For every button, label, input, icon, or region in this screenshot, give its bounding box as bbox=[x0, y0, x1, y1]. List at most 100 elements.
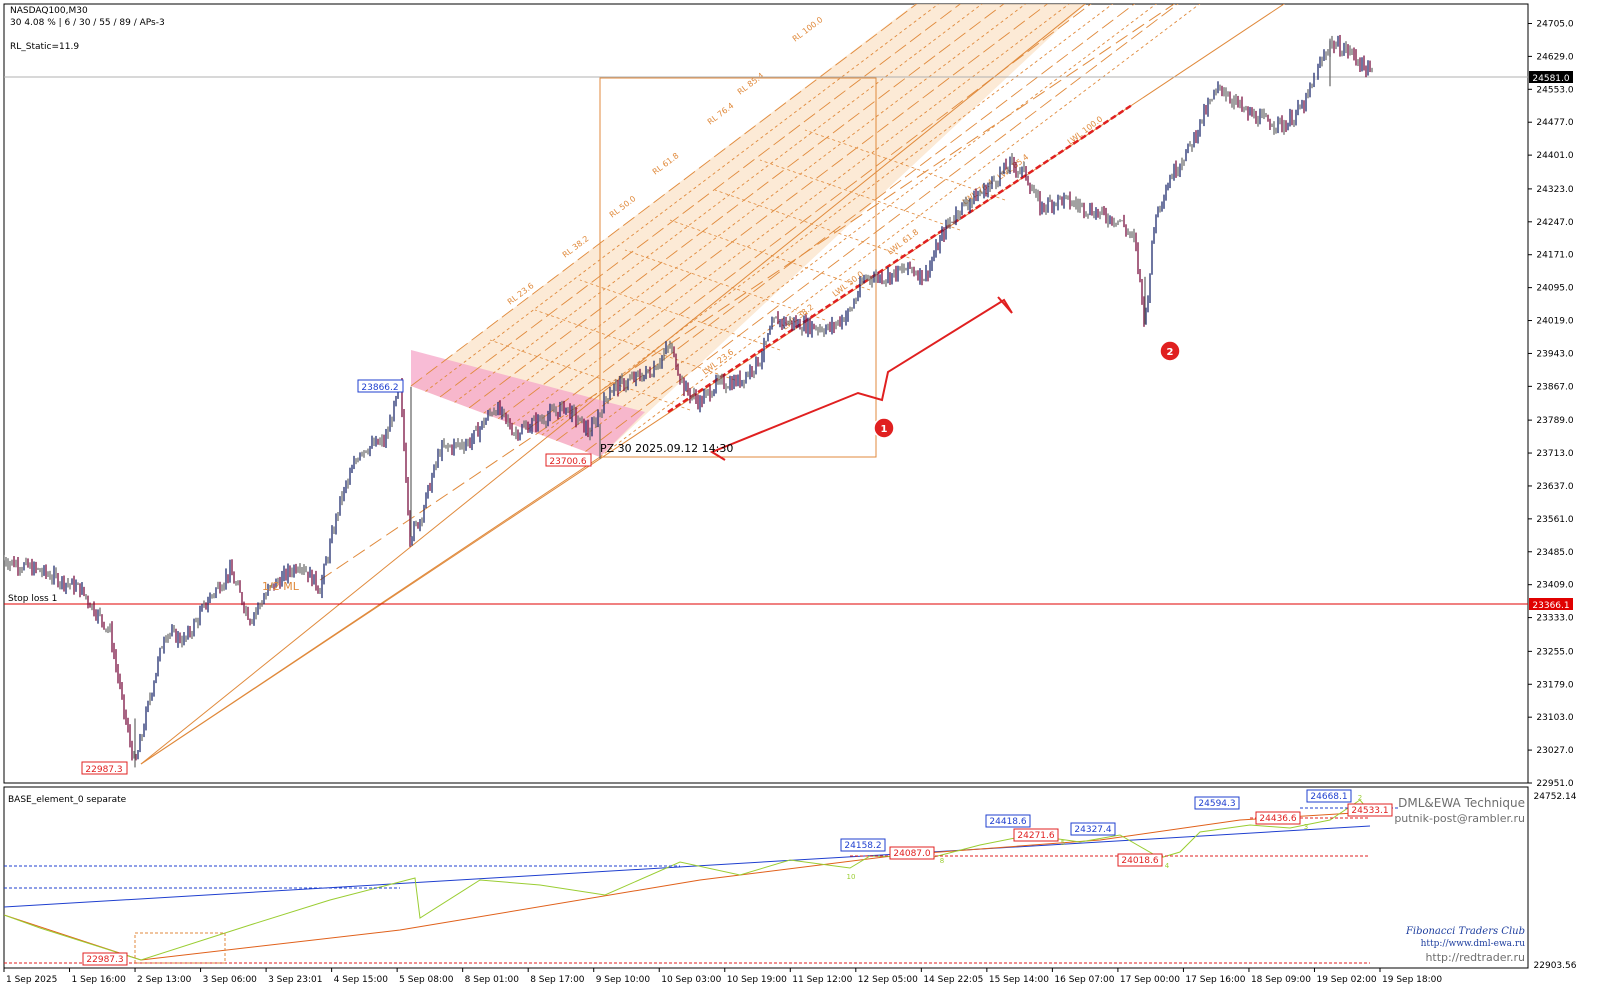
fan-cross-line bbox=[579, 279, 781, 351]
indicator-label: RL_Static=11.9 bbox=[10, 42, 79, 52]
fan-line bbox=[497, 4, 1048, 420]
svg-text:24594.3: 24594.3 bbox=[1198, 799, 1235, 809]
y-tick-label: 24171.0 bbox=[1536, 251, 1573, 261]
svg-text:24271.6: 24271.6 bbox=[1017, 831, 1054, 841]
y-tick-label: 23561.0 bbox=[1536, 515, 1573, 525]
svg-text:24668.1: 24668.1 bbox=[1310, 792, 1347, 802]
sub-mark: 3 bbox=[1304, 823, 1308, 831]
fan-line bbox=[585, 4, 1179, 452]
x-tick-label: 10 Sep 03:00 bbox=[661, 975, 721, 985]
sub-ymin: 22903.56 bbox=[1534, 961, 1577, 971]
x-tick-label: 19 Sep 02:00 bbox=[1316, 975, 1376, 985]
svg-text:24087.0: 24087.0 bbox=[893, 849, 930, 859]
x-tick-label: 17 Sep 00:00 bbox=[1120, 975, 1180, 985]
svg-text:23700.6: 23700.6 bbox=[549, 457, 586, 467]
price-label-22987: 22987.3 bbox=[81, 761, 128, 775]
x-tick-label: 1 Sep 2025 bbox=[6, 975, 57, 985]
y-tick-label: 23333.0 bbox=[1536, 614, 1573, 624]
x-tick-label: 1 Sep 16:00 bbox=[72, 975, 127, 985]
fan-cross-line bbox=[759, 159, 961, 231]
ray-3 bbox=[140, 456, 601, 765]
stats-label: 30 4.08 % | 6 / 30 / 55 / 89 / APs-3 bbox=[10, 18, 165, 28]
sub-blue-line bbox=[4, 825, 1371, 908]
sub-price-label: 24271.6 bbox=[1013, 828, 1059, 842]
x-tick-label: 10 Sep 19:00 bbox=[727, 975, 787, 985]
fan-cross-line bbox=[489, 339, 691, 411]
y-tick-label: 23943.0 bbox=[1536, 349, 1573, 359]
stop-loss-box: 23366.1 bbox=[1529, 598, 1573, 611]
fan-cross-line bbox=[804, 129, 1006, 201]
sub-price-labels: 24668.1 24594.3 24418.6 24327.4 24158.2 24533… bbox=[82, 789, 1393, 966]
x-tick-label: 4 Sep 15:00 bbox=[334, 975, 389, 985]
y-tick-label: 24401.0 bbox=[1536, 151, 1573, 161]
pz-box bbox=[599, 77, 877, 458]
fan-cross-line bbox=[624, 249, 826, 321]
brand-club: Fibonacci Traders Club bbox=[1405, 926, 1525, 937]
svg-text:1: 1 bbox=[881, 424, 888, 435]
stop-loss-text: Stop loss 1 bbox=[8, 594, 57, 604]
y-tick-label: 24019.0 bbox=[1536, 317, 1573, 327]
sub-orange-line bbox=[4, 811, 1371, 961]
x-tick-label: 8 Sep 01:00 bbox=[465, 975, 520, 985]
x-tick-label: 9 Sep 10:00 bbox=[596, 975, 651, 985]
sub-price-label: 24533.1 bbox=[1347, 803, 1393, 817]
fan-cross-line bbox=[714, 189, 916, 261]
sub-price-label: 24594.3 bbox=[1194, 796, 1240, 810]
brand-site1[interactable]: http://www.dml-ewa.ru bbox=[1421, 939, 1526, 949]
sub-mark: 8 bbox=[940, 857, 944, 865]
sub-price-label: 24436.6 bbox=[1255, 811, 1301, 825]
price-label-23700: 23700.6 bbox=[545, 453, 592, 467]
pz-label: PZ 30 2025.09.12 14:30 bbox=[600, 442, 733, 455]
fan-line bbox=[454, 4, 983, 403]
fib-fan-zone bbox=[411, 4, 1086, 457]
y-tick-label: 24629.0 bbox=[1536, 52, 1573, 62]
marker-2: 2 bbox=[1159, 340, 1181, 362]
y-tick-label: 24553.0 bbox=[1536, 85, 1573, 95]
svg-text:22987.3: 22987.3 bbox=[85, 765, 122, 775]
marker-1: 1 bbox=[873, 417, 895, 439]
y-tick-label: 23103.0 bbox=[1536, 713, 1573, 723]
sub-title: BASE_element_0 separate bbox=[8, 795, 127, 805]
sub-mark: 4 bbox=[1165, 862, 1170, 870]
x-tick-label: 19 Sep 18:00 bbox=[1382, 975, 1442, 985]
sub-price-label: 24087.0 bbox=[889, 846, 935, 860]
x-tick-label: 16 Sep 07:00 bbox=[1054, 975, 1114, 985]
fan-line bbox=[483, 4, 1027, 414]
y-tick-label: 24247.0 bbox=[1536, 218, 1573, 228]
svg-text:24418.6: 24418.6 bbox=[989, 817, 1026, 827]
fan-cross-line bbox=[669, 219, 871, 291]
brand-technique: DML&EWA Technique bbox=[1398, 796, 1525, 810]
brand-email: putnik-post@rambler.ru bbox=[1394, 812, 1525, 825]
fan-line bbox=[512, 4, 1070, 425]
price-label-23866: 23866.2 bbox=[357, 379, 404, 393]
x-tick-label: 8 Sep 17:00 bbox=[530, 975, 585, 985]
svg-text:2: 2 bbox=[1167, 347, 1174, 358]
fan-cross-line bbox=[534, 309, 736, 381]
sub-price-label: 24158.2 bbox=[840, 838, 886, 852]
fan-line bbox=[410, 4, 918, 387]
sub-ymax: 24752.14 bbox=[1534, 792, 1577, 802]
sub-mark: 10 bbox=[847, 873, 856, 881]
y-tick-label: 24323.0 bbox=[1536, 185, 1573, 195]
x-axis: 1 Sep 2025 1 Sep 16:00 2 Sep 13:00 3 Sep 06… bbox=[3, 968, 1442, 985]
red-zigzag bbox=[709, 296, 1013, 461]
y-axis-main: 24705.0 24629.0 24553.0 24477.0 24401.0 24323… bbox=[1528, 19, 1574, 789]
y-tick-label: 23027.0 bbox=[1536, 746, 1573, 756]
sub-price-label: 24418.6 bbox=[985, 814, 1031, 828]
sub-mark: 2 bbox=[1358, 794, 1362, 802]
brand-site2[interactable]: http://redtrader.ru bbox=[1425, 951, 1525, 964]
x-tick-label: 15 Sep 14:00 bbox=[989, 975, 1049, 985]
sub-box bbox=[134, 932, 226, 964]
red-trendline bbox=[667, 103, 1133, 414]
y-tick-label: 24705.0 bbox=[1536, 19, 1573, 29]
sub-mark: 5 bbox=[1061, 839, 1065, 847]
svg-text:23866.2: 23866.2 bbox=[361, 383, 398, 393]
sub-price-label: 24327.4 bbox=[1070, 822, 1116, 836]
x-tick-label: 2 Sep 13:00 bbox=[137, 975, 192, 985]
svg-text:24581.0: 24581.0 bbox=[1532, 74, 1569, 84]
sub-price-label: 22987.3 bbox=[82, 952, 128, 966]
y-tick-label: 22951.0 bbox=[1536, 779, 1573, 789]
x-tick-label: 11 Sep 12:00 bbox=[792, 975, 852, 985]
svg-text:24436.6: 24436.6 bbox=[1259, 814, 1296, 824]
